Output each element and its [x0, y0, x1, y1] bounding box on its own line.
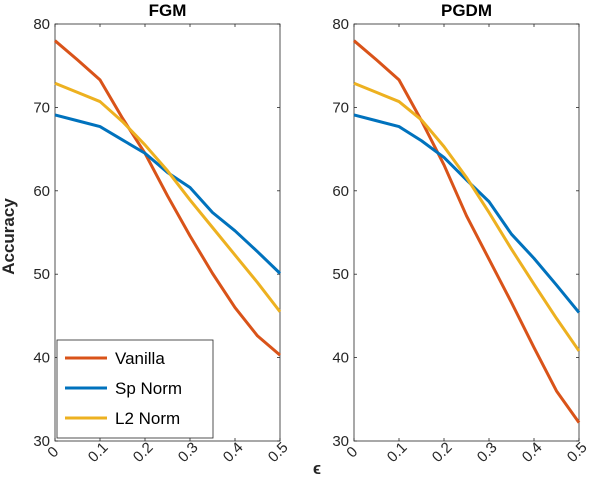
y-tick-label: 50 [332, 266, 349, 283]
plot-area [353, 23, 580, 442]
x-tick-label: 0.3 [474, 439, 501, 466]
series-line-l2-norm [54, 81, 282, 313]
y-tick-label: 40 [33, 350, 50, 367]
y-tick-label: 70 [332, 99, 349, 116]
series-line-l2-norm [353, 81, 581, 352]
y-tick-label: 60 [33, 183, 50, 200]
chart-panel-fgm: 30 40 50 60 70 80 0 0.1 0.2 0.3 0.4 0.5 FGM Accuracy V… [0, 1, 292, 466]
x-tick-label: 0.1 [384, 439, 411, 466]
x-tick-label: 0.3 [175, 439, 202, 466]
chart-title: FGM [149, 1, 187, 20]
chart-title: PGDM [441, 1, 492, 20]
y-tick-label: 70 [33, 99, 50, 116]
x-tick-label: 0.1 [85, 439, 112, 466]
y-tick-label: 30 [332, 433, 349, 450]
x-tick-label: 0.5 [265, 439, 292, 466]
x-tick-label: 0.2 [130, 439, 157, 466]
x-axis-label: ϵ [313, 459, 321, 478]
y-tick-label: 50 [33, 266, 50, 283]
legend-label: L2 Norm [115, 409, 180, 428]
y-axis-label: Accuracy [0, 198, 18, 275]
x-tick-label: 0.5 [564, 439, 591, 466]
x-tick-label: 0 [44, 443, 62, 461]
x-tick-label: 0.4 [519, 439, 546, 466]
y-tick-label: 80 [332, 16, 349, 33]
x-tick-label: 0.2 [429, 439, 456, 466]
x-tick-label: 0.4 [220, 439, 247, 466]
series-line-vanilla [353, 39, 581, 424]
chart-panel-pgdm: 30 40 50 60 70 80 0 0.1 0.2 0.3 0.4 0.5 PGDM ϵ [313, 1, 591, 478]
y-tick-label: 60 [332, 183, 349, 200]
y-tick-label: 80 [33, 16, 50, 33]
x-tick-label: 0 [343, 443, 361, 461]
legend-label: Sp Norm [115, 379, 182, 398]
y-tick-label: 40 [332, 350, 349, 367]
series-line-vanilla [54, 39, 281, 357]
legend-label: Vanilla [115, 349, 165, 368]
y-tick-label: 30 [33, 433, 50, 450]
legend: Vanilla Sp Norm L2 Norm [56, 339, 214, 439]
